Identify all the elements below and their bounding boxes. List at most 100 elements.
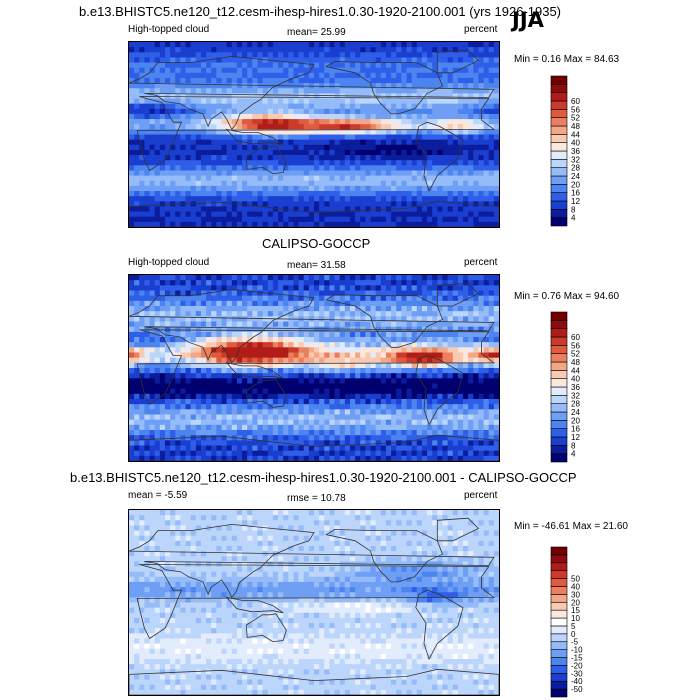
panel1-map-grid-cell — [247, 57, 253, 63]
panel1-map-grid-cell — [488, 175, 495, 182]
panel1-map-grid-cell — [380, 98, 387, 105]
panel2-map-grid-cell — [242, 290, 248, 297]
panel2-map-grid-cell — [216, 419, 222, 426]
panel1-map-grid-cell — [339, 113, 346, 120]
panel2-map-grid-cell — [283, 352, 289, 359]
panel1-map-grid-cell — [139, 134, 145, 141]
panel2-map-grid-cell — [463, 383, 469, 390]
panel1-map-grid-cell — [380, 160, 387, 166]
panel1-map-grid-cell — [262, 180, 269, 187]
panel2-map-grid-cell — [314, 430, 320, 436]
panel2-map-grid-cell — [463, 424, 469, 431]
panel2-map-grid-cell — [298, 352, 305, 359]
panel2-map-grid-cell — [129, 409, 135, 415]
panel2-map-grid-cell — [170, 409, 176, 415]
panel1-map-grid-cell — [391, 185, 397, 192]
panel2-map-grid-cell — [180, 326, 186, 333]
panel1-map-grid-cell — [463, 216, 469, 223]
panel1-map-grid-cell — [360, 83, 366, 89]
panel2-map-grid-cell — [478, 378, 484, 384]
panel1-map-grid-cell — [365, 165, 371, 171]
panel1-map-grid-cell — [190, 165, 197, 171]
panel2-map-grid-cell — [437, 414, 443, 421]
panel1-map-grid-cell — [437, 201, 443, 207]
panel2-map-grid-cell — [206, 347, 212, 353]
panel1-map-grid-cell — [365, 221, 371, 227]
panel2-map-grid-cell — [406, 424, 413, 431]
panel1-map-grid-cell — [319, 88, 325, 94]
panel1-map-grid-cell — [478, 180, 484, 187]
panel2-map-grid-cell — [452, 373, 459, 379]
panel2-map-grid-cell — [242, 393, 248, 400]
panel2-map-grid-cell — [288, 362, 294, 369]
panel2-map-grid-cell — [308, 440, 315, 446]
panel2-map-grid-cell — [391, 388, 397, 395]
panel1-map-grid-cell — [396, 165, 402, 171]
panel1-map-grid-cell — [401, 206, 407, 212]
panel1-map-grid-cell — [396, 67, 402, 74]
panel2-map-grid-cell — [190, 393, 197, 400]
panel1-map-grid-cell — [447, 119, 454, 125]
panel1-map-grid-cell — [314, 77, 320, 84]
panel2-map-grid-cell — [170, 393, 176, 400]
panel2-map-grid-cell — [385, 399, 392, 405]
panel1-map-grid-cell — [211, 216, 217, 223]
panel2-map-grid-cell — [288, 300, 294, 307]
panel1-map-grid-cell — [221, 206, 228, 212]
panel1-map-grid-cell — [236, 93, 243, 99]
panel2-map-grid-cell — [206, 378, 212, 384]
panel2-map-grid-cell — [488, 430, 495, 436]
panel1-map-grid-cell — [185, 191, 192, 197]
panel2-map-grid-cell — [432, 430, 438, 436]
panel2-map-grid-cell — [154, 300, 161, 307]
panel2-map-grid-cell — [329, 440, 335, 446]
panel2-map-grid-cell — [257, 357, 264, 364]
panel2-map-grid-cell — [267, 424, 274, 431]
panel2-map-grid-cell — [375, 435, 382, 441]
panel1-map-grid-cell — [206, 201, 212, 207]
panel1-map-grid-cell — [129, 88, 135, 94]
panel2-map-grid-cell — [319, 440, 325, 446]
panel1-map-grid-cell — [375, 88, 382, 94]
panel2-map-grid-cell — [421, 275, 428, 281]
panel1-map-grid-cell — [391, 42, 397, 48]
panel2-map-grid-cell — [288, 388, 294, 395]
panel2-map-grid-cell — [272, 368, 279, 374]
panel1-map-grid-cell — [406, 196, 413, 202]
panel1-map-grid-cell — [216, 160, 222, 166]
panel2-map-grid-cell — [396, 424, 402, 431]
panel2-map-grid-cell — [401, 419, 407, 426]
panel2-map-grid-cell — [283, 285, 289, 291]
panel2-map-grid-cell — [324, 347, 330, 353]
panel1-map-grid-cell — [478, 124, 484, 130]
panel1-map-grid-cell — [375, 129, 382, 135]
panel1-map-grid-cell — [396, 57, 402, 63]
panel1-map-grid-cell — [149, 201, 156, 207]
panel1-map-grid-cell — [190, 47, 197, 53]
panel2-map-grid-cell — [493, 388, 499, 395]
panel1-map-grid-cell — [257, 134, 264, 141]
panel2-map-grid-cell — [278, 383, 284, 390]
panel1-map-grid-cell — [421, 155, 428, 161]
panel2-map-grid-cell — [231, 347, 238, 353]
panel1-map-grid-cell — [216, 98, 222, 105]
panel1-map-grid-cell — [216, 113, 222, 120]
panel1-map-grid-cell — [396, 149, 402, 156]
panel2-map-grid-cell — [236, 331, 243, 338]
panel2-map-grid-cell — [226, 352, 233, 359]
panel2-map-grid-cell — [144, 414, 150, 421]
panel2-map-grid-cell — [175, 331, 181, 338]
panel1-map-grid-cell — [463, 175, 469, 182]
panel2-map-grid-cell — [355, 311, 361, 317]
panel2-map-grid-cell — [365, 440, 371, 446]
panel2-map-grid-cell — [129, 342, 135, 348]
panel1-map-grid-cell — [370, 165, 377, 171]
panel1-map-grid-cell — [375, 119, 382, 125]
panel2-map-grid-cell — [200, 321, 207, 328]
panel1-map-grid-cell — [231, 108, 238, 115]
panel2-map-grid-cell — [324, 404, 330, 410]
panel2-map-grid-cell — [432, 378, 438, 384]
panel2-map-grid-cell — [385, 347, 392, 353]
panel2-map-grid-cell — [262, 295, 269, 302]
panel1-map-grid-cell — [314, 139, 320, 146]
